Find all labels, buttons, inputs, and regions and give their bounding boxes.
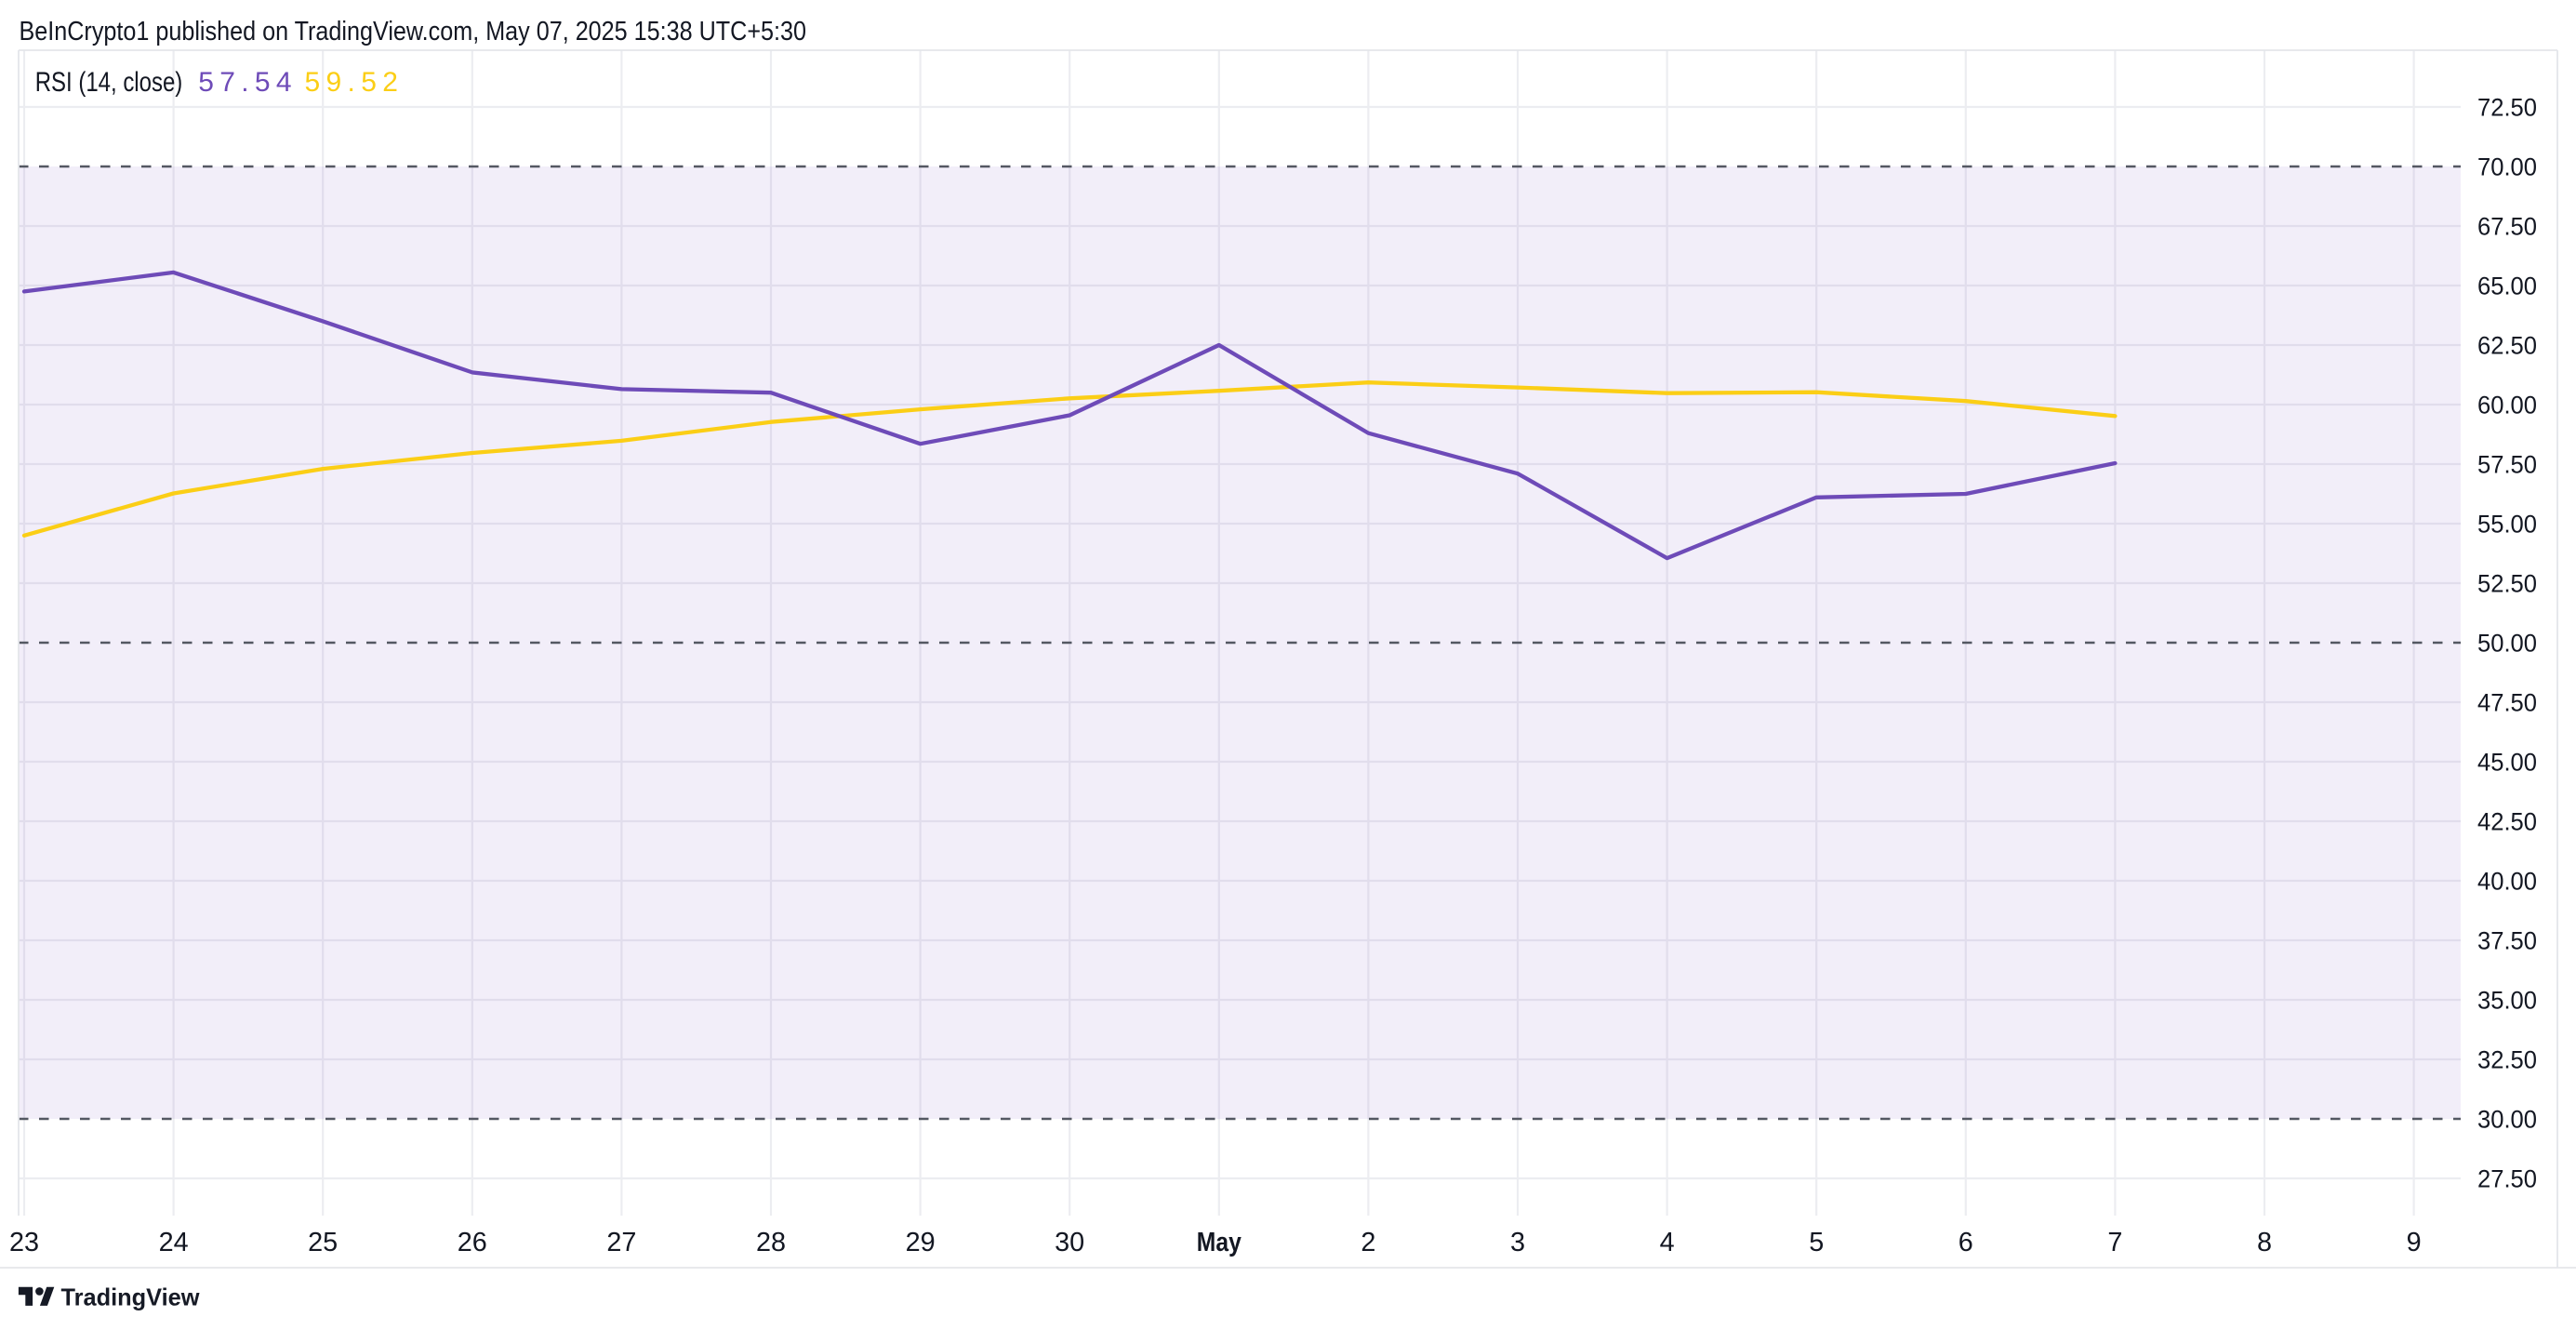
svg-text:25: 25: [308, 1228, 338, 1257]
svg-text:6: 6: [1959, 1228, 1973, 1257]
svg-text:55.00: 55.00: [2477, 510, 2537, 538]
svg-text:52.50: 52.50: [2477, 569, 2537, 597]
svg-text:42.50: 42.50: [2477, 807, 2537, 835]
svg-text:29: 29: [906, 1228, 936, 1257]
svg-text:60.00: 60.00: [2477, 391, 2537, 419]
svg-text:May: May: [1197, 1228, 1242, 1257]
svg-text:62.50: 62.50: [2477, 331, 2537, 359]
svg-text:57.54: 57.54: [198, 67, 291, 98]
svg-text:72.50: 72.50: [2477, 93, 2537, 121]
svg-text:3: 3: [1510, 1228, 1525, 1257]
svg-text:TradingView: TradingView: [61, 1283, 201, 1310]
svg-text:30.00: 30.00: [2477, 1105, 2537, 1133]
svg-text:32.50: 32.50: [2477, 1045, 2537, 1073]
svg-text:70.00: 70.00: [2477, 153, 2537, 180]
svg-text:45.00: 45.00: [2477, 748, 2537, 776]
svg-text:47.50: 47.50: [2477, 688, 2537, 716]
svg-text:57.50: 57.50: [2477, 450, 2537, 478]
svg-text:BeInCrypto1 published on Tradi: BeInCrypto1 published on TradingView.com…: [20, 17, 807, 47]
svg-text:26: 26: [458, 1228, 487, 1257]
svg-text:24: 24: [159, 1228, 189, 1257]
svg-text:7: 7: [2107, 1228, 2122, 1257]
svg-text:9: 9: [2407, 1228, 2422, 1257]
svg-text:50.00: 50.00: [2477, 629, 2537, 657]
svg-text:37.50: 37.50: [2477, 926, 2537, 954]
svg-text:8: 8: [2257, 1228, 2272, 1257]
svg-text:5: 5: [1809, 1228, 1824, 1257]
svg-text:2: 2: [1361, 1228, 1375, 1257]
svg-text:35.00: 35.00: [2477, 986, 2537, 1014]
svg-text:4: 4: [1660, 1228, 1675, 1257]
svg-text:RSI (14, close): RSI (14, close): [35, 67, 183, 98]
svg-text:27: 27: [606, 1228, 636, 1257]
svg-text:65.00: 65.00: [2477, 272, 2537, 299]
svg-text:30: 30: [1055, 1228, 1084, 1257]
svg-text:27.50: 27.50: [2477, 1164, 2537, 1192]
svg-text:59.52: 59.52: [305, 67, 398, 98]
svg-text:67.50: 67.50: [2477, 212, 2537, 240]
svg-text:23: 23: [9, 1228, 39, 1257]
svg-text:40.00: 40.00: [2477, 867, 2537, 895]
svg-text:28: 28: [756, 1228, 786, 1257]
